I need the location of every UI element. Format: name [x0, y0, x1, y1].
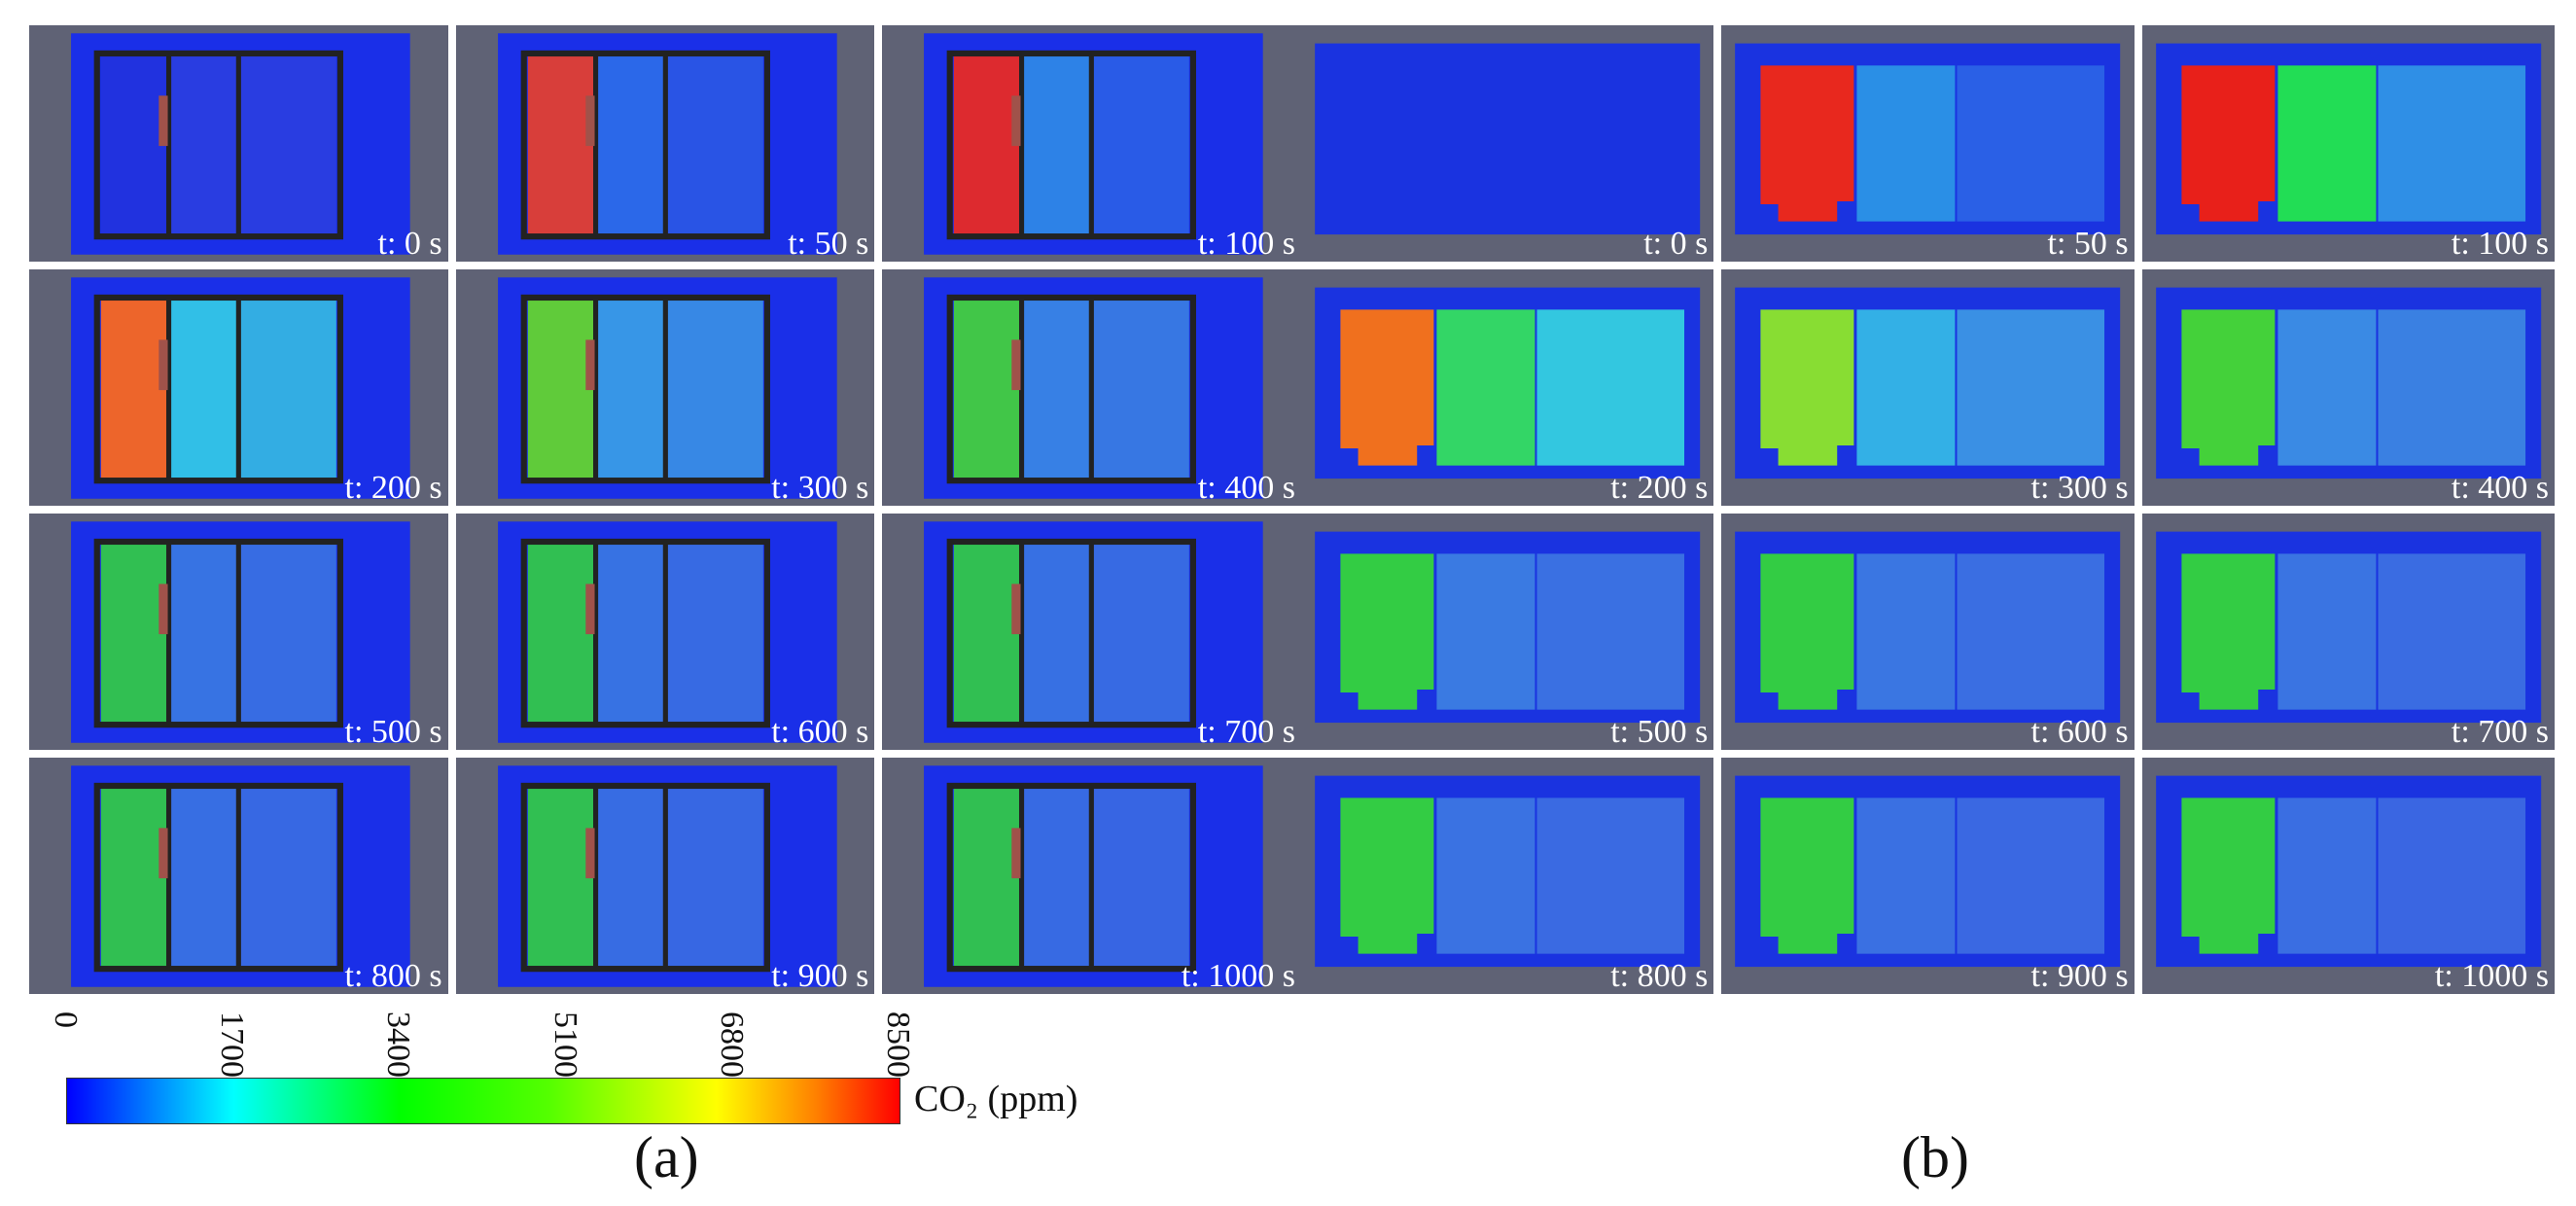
cfd-field-a — [497, 33, 837, 255]
cfd-field-b — [1315, 43, 1701, 235]
cfd-field-b — [1315, 287, 1701, 479]
time-label: t: 500 s — [1610, 714, 1709, 750]
cfd-field-b — [2155, 287, 2541, 479]
cfd-field-b — [1735, 775, 2121, 968]
time-label: t: 700 s — [2451, 714, 2549, 750]
panel-grid-b: t: 0 s t: 50 s t: 100 s t: 200 s t: 300 s t: … — [1301, 25, 2555, 994]
panel-a-11: t: 1000 s — [882, 758, 1301, 994]
cfd-field-a — [924, 33, 1264, 255]
cfd-field-b — [2155, 775, 2541, 968]
time-label: t: 0 s — [1643, 226, 1709, 262]
panel-b-8: t: 700 s — [2141, 514, 2555, 750]
time-label: t: 200 s — [1610, 470, 1709, 506]
time-label: t: 700 s — [1197, 714, 1295, 750]
cfd-field-a — [497, 277, 837, 499]
subfigure-label-b: (b) — [1901, 1125, 1969, 1189]
time-label: t: 300 s — [2030, 470, 2129, 506]
colorbar-unit: CO₂ (ppm) — [914, 1079, 1078, 1119]
panel-b-2: t: 100 s — [2141, 25, 2555, 262]
time-label: t: 50 s — [788, 226, 869, 262]
colorbar — [66, 1078, 900, 1124]
subfigure-label-a: (a) — [634, 1125, 699, 1189]
time-label: t: 900 s — [2030, 958, 2129, 994]
time-label: t: 800 s — [344, 958, 442, 994]
panel-b-0: t: 0 s — [1301, 25, 1714, 262]
time-label: t: 900 s — [771, 958, 869, 994]
panel-b-3: t: 200 s — [1301, 269, 1714, 506]
time-label: t: 1000 s — [1181, 958, 1295, 994]
cfd-field-b — [2155, 43, 2541, 235]
colorbar-tick-label: 8500 — [880, 1011, 916, 1078]
time-label: t: 100 s — [2451, 226, 2549, 262]
cfd-field-b — [2155, 531, 2541, 724]
panel-b-11: t: 1000 s — [2141, 758, 2555, 994]
panel-b-1: t: 50 s — [1721, 25, 2135, 262]
cfd-field-a — [924, 765, 1264, 987]
cfd-field-a — [71, 765, 410, 987]
colorbar-tick-label: 1700 — [214, 1011, 251, 1078]
time-label: t: 1000 s — [2434, 958, 2549, 994]
panel-b-7: t: 600 s — [1721, 514, 2135, 750]
panel-a-6: t: 500 s — [29, 514, 448, 750]
panel-grid-a: t: 0 s t: 50 s t: 100 s t: 200 s t: 300 s t: … — [29, 25, 1301, 994]
cfd-field-a — [924, 277, 1264, 499]
panel-a-8: t: 700 s — [882, 514, 1301, 750]
time-label: t: 600 s — [2030, 714, 2129, 750]
panel-a-5: t: 400 s — [882, 269, 1301, 506]
cfd-field-a — [71, 277, 410, 499]
cfd-field-b — [1735, 287, 2121, 479]
panel-a-0: t: 0 s — [29, 25, 448, 262]
cfd-field-a — [924, 521, 1264, 743]
cfd-field-b — [1735, 43, 2121, 235]
panel-a-1: t: 50 s — [455, 25, 875, 262]
colorbar-tick-label: 0 — [48, 1011, 84, 1028]
panel-b-5: t: 400 s — [2141, 269, 2555, 506]
cfd-field-b — [1735, 531, 2121, 724]
panel-b-6: t: 500 s — [1301, 514, 1714, 750]
time-label: t: 400 s — [2451, 470, 2549, 506]
cfd-field-b — [1315, 531, 1701, 724]
panel-a-7: t: 600 s — [455, 514, 875, 750]
time-label: t: 400 s — [1197, 470, 1295, 506]
cfd-field-a — [497, 521, 837, 743]
colorbar-tick-label: 6800 — [713, 1011, 750, 1078]
time-label: t: 200 s — [344, 470, 442, 506]
panel-a-2: t: 100 s — [882, 25, 1301, 262]
time-label: t: 600 s — [771, 714, 869, 750]
time-label: t: 500 s — [344, 714, 442, 750]
colorbar-tick-label: 3400 — [380, 1011, 417, 1078]
panel-a-4: t: 300 s — [455, 269, 875, 506]
panel-a-9: t: 800 s — [29, 758, 448, 994]
cfd-field-b — [1315, 775, 1701, 968]
cfd-field-a — [497, 765, 837, 987]
cfd-field-a — [71, 33, 410, 255]
panel-b-10: t: 900 s — [1721, 758, 2135, 994]
panel-a-10: t: 900 s — [455, 758, 875, 994]
time-label: t: 100 s — [1197, 226, 1295, 262]
colorbar-tick-label: 5100 — [547, 1011, 583, 1078]
time-label: t: 800 s — [1610, 958, 1709, 994]
time-label: t: 50 s — [2047, 226, 2129, 262]
panel-b-4: t: 300 s — [1721, 269, 2135, 506]
panel-b-9: t: 800 s — [1301, 758, 1714, 994]
time-label: t: 300 s — [771, 470, 869, 506]
time-label: t: 0 s — [377, 226, 442, 262]
cfd-field-a — [71, 521, 410, 743]
panel-a-3: t: 200 s — [29, 269, 448, 506]
